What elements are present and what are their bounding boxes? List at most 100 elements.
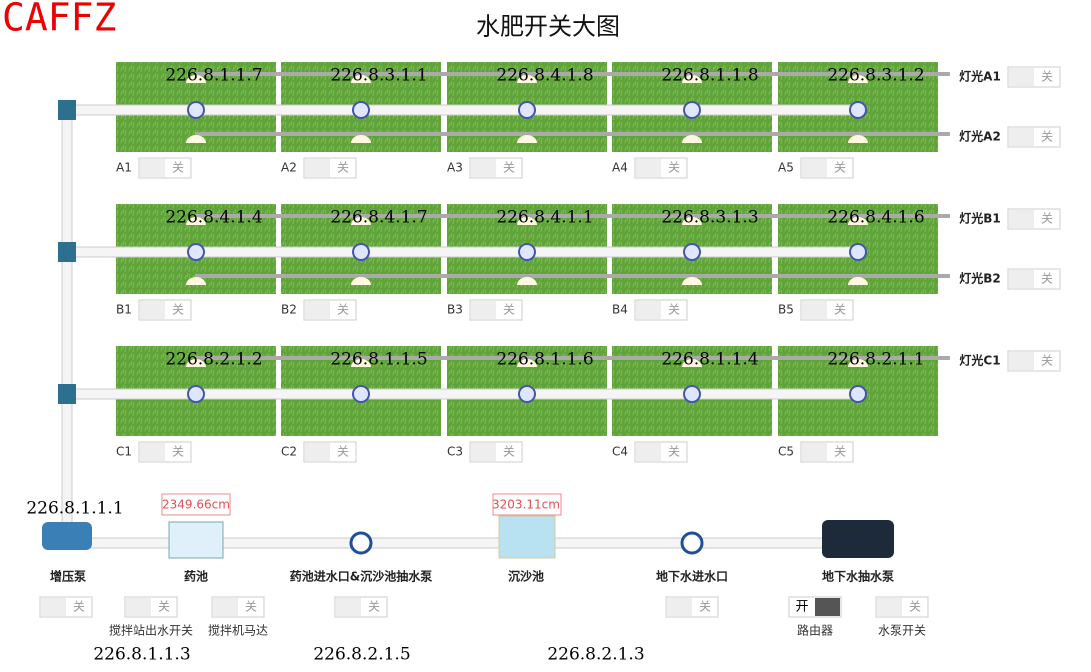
toggle-switch[interactable]: 关	[469, 441, 523, 463]
toggle-switch[interactable]: 关	[634, 441, 688, 463]
field-label: A1	[116, 161, 132, 175]
field-ip: 226.8.1.1.6	[496, 350, 593, 370]
device-ip: 226.8.2.1.5	[313, 645, 410, 665]
toggle-switch[interactable]: 关	[1007, 126, 1061, 148]
lamp	[517, 277, 537, 285]
logo: CAFFZ	[2, 0, 116, 40]
field-label: A4	[612, 161, 628, 175]
valve	[187, 101, 205, 119]
field-ip: 226.8.2.1.1	[827, 350, 924, 370]
lamp	[848, 135, 868, 143]
field-ip: 226.8.1.1.5	[330, 350, 427, 370]
switch-knob	[802, 301, 827, 319]
medicine-pool	[168, 521, 224, 559]
valve	[683, 243, 701, 261]
toggle-switch[interactable]: 关	[800, 299, 854, 321]
switch-knob	[1009, 352, 1034, 370]
switch-state: 关	[1041, 272, 1053, 286]
switch-state: 关	[172, 445, 184, 459]
valve	[849, 243, 867, 261]
toggle-switch[interactable]: 关	[1007, 208, 1061, 230]
switch-knob	[1009, 128, 1034, 146]
toggle-switch[interactable]: 关	[665, 596, 719, 618]
equipment-label: 药池	[184, 569, 208, 584]
toggle-switch[interactable]: 关	[800, 441, 854, 463]
field-label: C4	[612, 445, 628, 459]
switch-knob	[802, 159, 827, 177]
toggle-switch[interactable]: 关	[800, 157, 854, 179]
water-pipe	[66, 246, 863, 258]
switch-label: 路由器	[797, 623, 833, 638]
switch-knob	[877, 598, 902, 616]
valve	[518, 385, 536, 403]
switch-knob	[1009, 270, 1034, 288]
toggle-switch[interactable]: 关	[303, 299, 357, 321]
switch-knob	[636, 159, 661, 177]
switch-knob	[126, 598, 151, 616]
pump-ip: 226.8.1.1.1	[26, 499, 123, 519]
valve	[187, 385, 205, 403]
switch-knob	[213, 598, 238, 616]
toggle-switch[interactable]: 关	[1007, 268, 1061, 290]
device-ip: 226.8.2.1.3	[547, 645, 644, 665]
valve	[187, 243, 205, 261]
pipe-joint	[58, 384, 76, 404]
field-label: C1	[116, 445, 132, 459]
toggle-switch[interactable]: 开	[788, 596, 842, 618]
lamp	[682, 217, 702, 225]
switch-state: 关	[337, 303, 349, 317]
gate-valve	[349, 531, 373, 555]
lamp	[351, 277, 371, 285]
pipes	[61, 103, 73, 525]
switch-label: 搅拌机马达	[208, 623, 268, 638]
sand-pool	[498, 515, 556, 559]
valve	[352, 243, 370, 261]
switch-state: 关	[668, 303, 680, 317]
toggle-switch[interactable]: 关	[469, 157, 523, 179]
pipe-joint	[58, 100, 76, 120]
lamp	[186, 217, 206, 225]
page-title: 水肥开关大图	[476, 13, 620, 41]
toggle-switch[interactable]: 关	[138, 299, 192, 321]
lamp	[351, 359, 371, 367]
level-box	[161, 493, 231, 516]
switch-knob	[41, 598, 66, 616]
light-label: 灯光B2	[959, 271, 1001, 286]
valve	[683, 385, 701, 403]
switch-knob	[471, 443, 496, 461]
pipe-joint	[58, 242, 76, 262]
switch-state: 关	[245, 600, 257, 614]
toggle-switch[interactable]: 关	[1007, 350, 1061, 372]
toggle-switch[interactable]: 关	[634, 299, 688, 321]
light-label: 灯光A2	[959, 129, 1001, 144]
switch-knob	[305, 301, 330, 319]
switch-state: 关	[1041, 130, 1053, 144]
switch-knob	[815, 598, 840, 616]
switch-state: 关	[503, 161, 515, 175]
toggle-switch[interactable]: 关	[1007, 66, 1061, 88]
equipment-label: 沉沙池	[508, 569, 544, 584]
toggle-switch[interactable]: 关	[303, 441, 357, 463]
toggle-switch[interactable]: 关	[211, 596, 265, 618]
field-ip: 226.8.3.1.2	[827, 66, 924, 86]
toggle-switch[interactable]: 关	[303, 157, 357, 179]
toggle-switch[interactable]: 关	[39, 596, 93, 618]
toggle-switch[interactable]: 关	[124, 596, 178, 618]
toggle-switch[interactable]: 关	[875, 596, 929, 618]
toggle-switch[interactable]: 关	[634, 157, 688, 179]
switch-knob	[471, 301, 496, 319]
lamp	[848, 75, 868, 83]
switch-state: 关	[834, 445, 846, 459]
toggle-switch[interactable]: 关	[469, 299, 523, 321]
valve	[849, 101, 867, 119]
switch-knob	[636, 301, 661, 319]
switch-state: 关	[503, 303, 515, 317]
toggle-switch[interactable]: 关	[138, 441, 192, 463]
lamp	[517, 217, 537, 225]
toggle-switch[interactable]: 关	[334, 596, 388, 618]
field-label: B4	[612, 303, 628, 317]
field-ip: 226.8.2.1.2	[165, 350, 262, 370]
valve	[518, 243, 536, 261]
field-label: C3	[447, 445, 463, 459]
toggle-switch[interactable]: 关	[138, 157, 192, 179]
